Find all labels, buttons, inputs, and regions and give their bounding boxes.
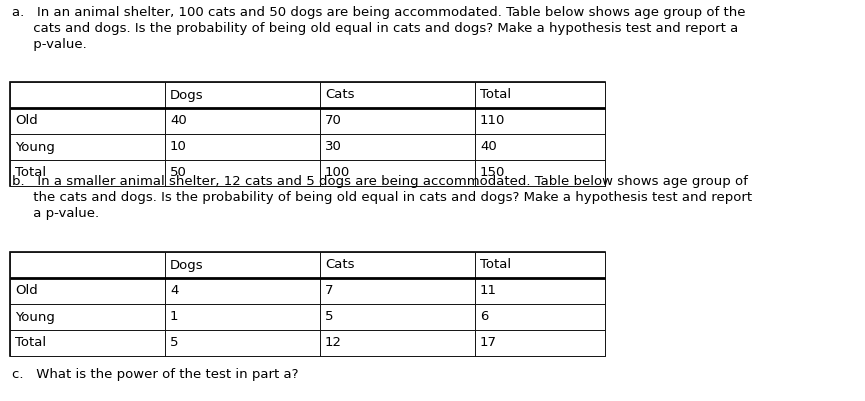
Text: Old: Old bbox=[15, 115, 38, 128]
Text: 5: 5 bbox=[325, 310, 334, 324]
Text: p-value.: p-value. bbox=[12, 38, 86, 51]
Text: 7: 7 bbox=[325, 284, 334, 298]
Text: Dogs: Dogs bbox=[170, 89, 203, 101]
Bar bbox=[320, 330, 475, 356]
Bar bbox=[165, 108, 320, 134]
Bar bbox=[10, 252, 165, 278]
Text: Cats: Cats bbox=[325, 259, 355, 271]
Bar bbox=[165, 330, 320, 356]
Bar bbox=[165, 252, 320, 278]
Bar bbox=[10, 108, 165, 134]
Text: 1: 1 bbox=[170, 310, 178, 324]
Bar bbox=[320, 304, 475, 330]
Text: 150: 150 bbox=[480, 166, 505, 180]
Text: a.   In an animal shelter, 100 cats and 50 dogs are being accommodated. Table be: a. In an animal shelter, 100 cats and 50… bbox=[12, 6, 746, 19]
Text: a p-value.: a p-value. bbox=[12, 207, 99, 220]
Bar bbox=[475, 278, 605, 304]
Bar bbox=[475, 134, 605, 160]
Bar bbox=[10, 82, 165, 108]
Bar bbox=[165, 82, 320, 108]
Bar bbox=[165, 134, 320, 160]
Bar bbox=[10, 160, 165, 186]
Text: 40: 40 bbox=[480, 140, 497, 154]
Text: 100: 100 bbox=[325, 166, 350, 180]
Bar bbox=[10, 252, 605, 356]
Text: Total: Total bbox=[15, 336, 46, 350]
Bar bbox=[320, 82, 475, 108]
Bar bbox=[320, 134, 475, 160]
Bar bbox=[320, 278, 475, 304]
Text: Total: Total bbox=[15, 166, 46, 180]
Bar bbox=[320, 252, 475, 278]
Bar bbox=[10, 304, 165, 330]
Text: 70: 70 bbox=[325, 115, 342, 128]
Bar bbox=[10, 82, 605, 186]
Text: 10: 10 bbox=[170, 140, 187, 154]
Bar bbox=[475, 330, 605, 356]
Bar bbox=[10, 330, 165, 356]
Text: Cats: Cats bbox=[325, 89, 355, 101]
Text: 40: 40 bbox=[170, 115, 187, 128]
Text: 6: 6 bbox=[480, 310, 489, 324]
Text: Dogs: Dogs bbox=[170, 259, 203, 271]
Text: Total: Total bbox=[480, 259, 511, 271]
Text: Young: Young bbox=[15, 140, 54, 154]
Text: Old: Old bbox=[15, 284, 38, 298]
Bar bbox=[320, 108, 475, 134]
Bar bbox=[475, 82, 605, 108]
Bar bbox=[165, 278, 320, 304]
Text: 5: 5 bbox=[170, 336, 178, 350]
Bar bbox=[320, 160, 475, 186]
Text: 12: 12 bbox=[325, 336, 342, 350]
Text: the cats and dogs. Is the probability of being old equal in cats and dogs? Make : the cats and dogs. Is the probability of… bbox=[12, 191, 753, 204]
Text: 11: 11 bbox=[480, 284, 497, 298]
Bar bbox=[165, 160, 320, 186]
Text: 17: 17 bbox=[480, 336, 497, 350]
Text: c.   What is the power of the test in part a?: c. What is the power of the test in part… bbox=[12, 368, 298, 381]
Text: 50: 50 bbox=[170, 166, 187, 180]
Text: Young: Young bbox=[15, 310, 54, 324]
Bar bbox=[475, 108, 605, 134]
Text: 4: 4 bbox=[170, 284, 178, 298]
Text: cats and dogs. Is the probability of being old equal in cats and dogs? Make a hy: cats and dogs. Is the probability of bei… bbox=[12, 22, 738, 35]
Text: b.   In a smaller animal shelter, 12 cats and 5 dogs are being accommodated. Tab: b. In a smaller animal shelter, 12 cats … bbox=[12, 175, 748, 188]
Bar bbox=[10, 278, 165, 304]
Text: Total: Total bbox=[480, 89, 511, 101]
Bar bbox=[475, 160, 605, 186]
Bar bbox=[475, 304, 605, 330]
Text: 30: 30 bbox=[325, 140, 342, 154]
Bar bbox=[475, 252, 605, 278]
Bar bbox=[165, 304, 320, 330]
Bar bbox=[10, 134, 165, 160]
Text: 110: 110 bbox=[480, 115, 505, 128]
